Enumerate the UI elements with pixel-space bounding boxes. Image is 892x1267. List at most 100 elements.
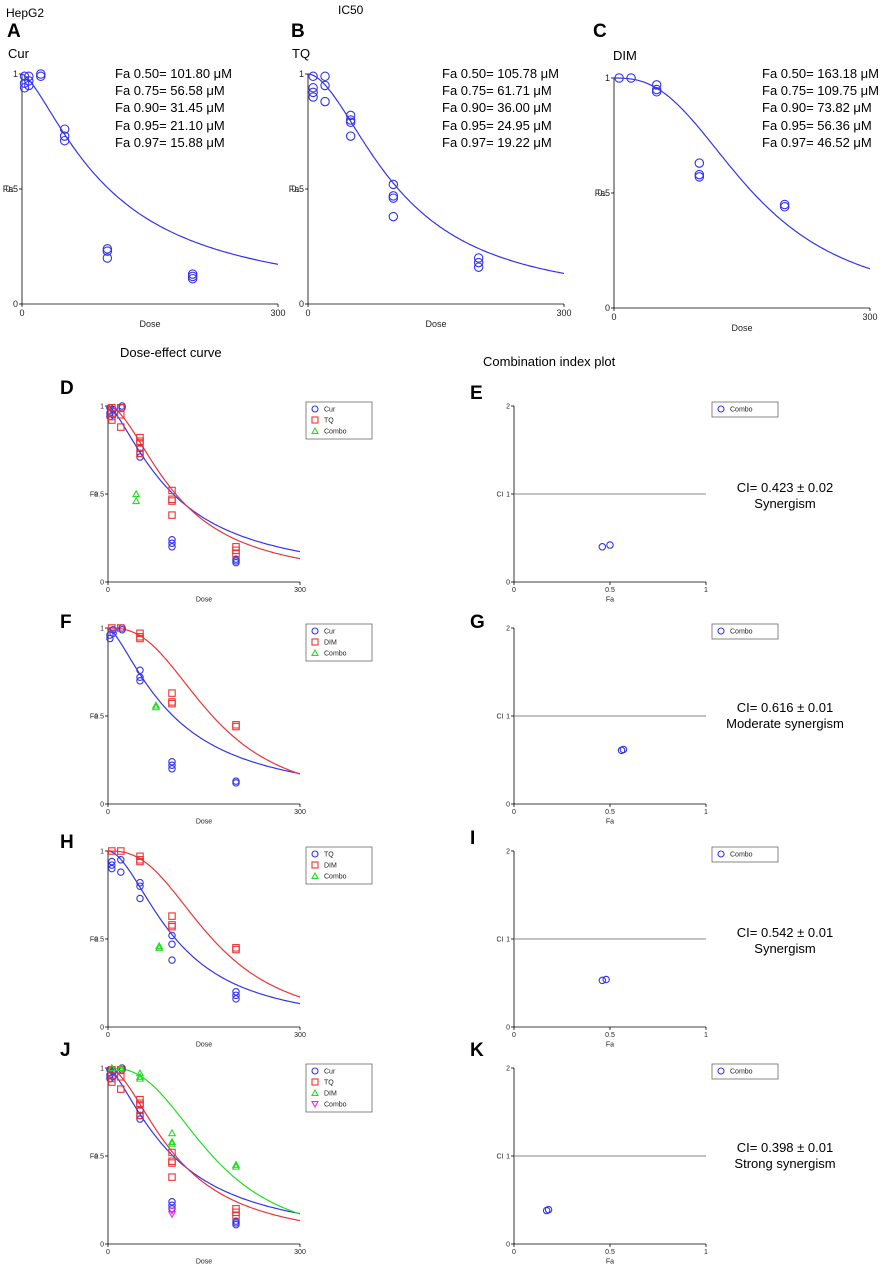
data-point-tq xyxy=(168,1157,176,1166)
data-point-dim xyxy=(168,699,176,708)
panel-c-drug-label: DIM xyxy=(613,48,637,63)
y-tick-label: 0 xyxy=(100,1241,104,1248)
legend-box xyxy=(305,846,373,885)
x-tick-label: 0 xyxy=(19,308,24,318)
x-axis-label: Dose xyxy=(196,596,212,603)
y-tick-label: 1 xyxy=(13,69,18,79)
data-point-dim xyxy=(167,1128,177,1137)
plot-area: 0 1 2 0 0.5 1 Fa CI Combo xyxy=(497,401,779,603)
data-point-tq xyxy=(108,1078,116,1086)
data-point-dim xyxy=(626,73,636,83)
panel-letter-a: A xyxy=(7,21,21,42)
data-point-tq xyxy=(388,179,399,190)
y-tick-label: 0 xyxy=(299,299,304,309)
ci-effect: Synergism xyxy=(754,941,816,956)
panel-letter-b: B xyxy=(291,21,305,42)
data-point-cur xyxy=(168,765,176,773)
panel-e-ci-summary: CI= 0.423 ± 0.02 Synergism xyxy=(705,480,865,512)
y-axis-label: Fa xyxy=(595,188,606,198)
y-axis-label: Fa xyxy=(90,936,98,943)
x-tick-label: 0 xyxy=(512,587,516,594)
fit-curve-tq xyxy=(307,73,565,275)
data-point-cur xyxy=(24,71,34,82)
ci-effect: Synergism xyxy=(754,496,816,511)
fa-stat-line: Fa 0.97= 19.22 μM xyxy=(442,134,552,150)
x-axis-label: Dose xyxy=(196,1258,212,1265)
chart-i: 0 1 2 0 0.5 1 Fa CI Combo xyxy=(497,846,779,1048)
data-point-dim xyxy=(136,857,144,866)
data-point-tq xyxy=(232,988,240,996)
legend-marker-tq xyxy=(311,850,319,858)
fa-stat-line: Fa 0.50= 101.80 μM xyxy=(115,66,232,81)
data-point-tq xyxy=(388,211,399,222)
data-point-dim xyxy=(651,87,662,97)
x-tick-label: 300 xyxy=(294,1249,306,1256)
data-point-tq xyxy=(136,894,144,903)
panel-letter-d: D xyxy=(60,378,74,399)
data-point-dim xyxy=(116,1063,125,1072)
data-point-tq xyxy=(168,1148,176,1157)
data-point-dim xyxy=(614,73,624,83)
fa-stat-line: Fa 0.95= 24.95 μM xyxy=(442,117,552,133)
legend-marker-dim xyxy=(311,1088,319,1096)
legend-marker-tq xyxy=(311,416,319,424)
data-point-cur xyxy=(102,244,113,254)
data-point-dim xyxy=(779,202,790,212)
data-point-tq xyxy=(308,87,318,98)
ci-value: CI= 0.616 ± 0.01 xyxy=(736,700,834,715)
data-point-cur xyxy=(136,444,144,452)
x-tick-label: 1 xyxy=(704,809,708,816)
x-tick-label: 300 xyxy=(294,587,306,594)
legend-label: Combo xyxy=(730,852,753,859)
data-point-dim xyxy=(168,921,176,929)
y-tick-label: 1 xyxy=(506,936,510,943)
data-point-combo xyxy=(606,541,614,549)
legend-label: TQ xyxy=(324,1080,334,1087)
fa-stat-line: Fa 0.90= 36.00 μM xyxy=(442,100,552,116)
legend-label: TQ xyxy=(324,418,334,425)
data-point-dim xyxy=(168,698,176,706)
fit-curve-dim xyxy=(108,850,301,998)
data-point-tq xyxy=(345,115,356,125)
legend-marker-combo xyxy=(311,426,319,434)
y-axis-label: Fa xyxy=(90,491,98,498)
data-point-cur xyxy=(187,271,198,282)
x-tick-label: 0 xyxy=(611,312,616,322)
y-tick-label: 1 xyxy=(100,403,104,410)
legend-box xyxy=(711,846,779,863)
legend-marker-combo xyxy=(717,850,725,858)
legend-label: Combo xyxy=(730,629,753,636)
chart-c: 0 0.5 1 0 300 Dose Fa xyxy=(595,73,878,333)
chart-k: 0 1 2 0 0.5 1 Fa CI Combo xyxy=(497,1063,779,1265)
x-tick-label: 300 xyxy=(270,308,285,318)
y-tick-label: 0.5 xyxy=(597,188,610,198)
legend-label: DIM xyxy=(324,1091,337,1098)
data-point-tq xyxy=(108,416,116,424)
data-point-dim xyxy=(232,721,240,729)
y-axis-label: CI xyxy=(497,1153,504,1160)
data-point-cur xyxy=(102,246,113,256)
chart-j: 0 0.5 1 0 300 Dose Fa Cur TQ DIM Combo xyxy=(90,1063,373,1265)
y-tick-label: 0.5 xyxy=(94,491,104,498)
x-axis-label: Fa xyxy=(606,1258,614,1265)
panel-a-stats: Fa 0.50= 101.80 μM Fa 0.75= 56.58 μM Fa … xyxy=(115,65,232,151)
chart-g: 0 1 2 0 0.5 1 Fa CI Combo xyxy=(497,623,779,825)
data-point-tq xyxy=(345,131,356,141)
y-tick-label: 0.5 xyxy=(94,1153,104,1160)
ci-value: CI= 0.398 ± 0.01 xyxy=(736,1140,834,1155)
ci-effect: Moderate synergism xyxy=(726,716,844,731)
legend-label: Cur xyxy=(324,629,336,636)
data-point-dim xyxy=(168,912,176,920)
legend-marker-dim xyxy=(311,638,319,646)
cell-line-label: HepG2 xyxy=(6,6,45,20)
legend-label: DIM xyxy=(324,640,337,647)
x-tick-label: 300 xyxy=(862,312,877,322)
data-point-dim xyxy=(232,722,240,731)
panel-letter-e: E xyxy=(470,383,483,404)
data-point-cur xyxy=(136,1106,144,1114)
data-point-tq xyxy=(388,193,399,203)
fa-stat-line: Fa 0.95= 56.36 μM xyxy=(762,117,872,133)
data-point-dim xyxy=(107,1063,116,1072)
y-tick-label: 1 xyxy=(100,848,104,855)
y-tick-label: 1 xyxy=(506,713,510,720)
